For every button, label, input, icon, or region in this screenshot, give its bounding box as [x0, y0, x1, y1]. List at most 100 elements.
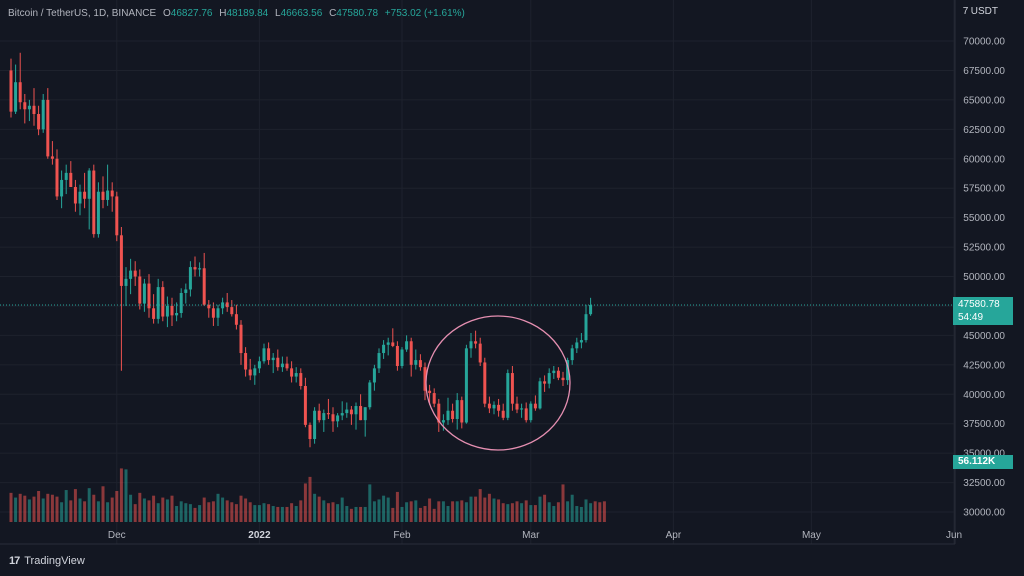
- candle-body: [267, 348, 271, 361]
- price-tick-label: 37500.00: [963, 419, 1005, 430]
- volume-bar: [69, 500, 73, 522]
- volume-bar: [441, 501, 445, 522]
- candle-body: [451, 410, 455, 419]
- volume-bar: [556, 502, 560, 522]
- volume-bar: [221, 497, 225, 522]
- candle-body: [152, 308, 156, 319]
- volume-bar: [322, 500, 326, 522]
- candle-body: [271, 357, 275, 361]
- volume-bar: [474, 496, 478, 522]
- volume-bar: [584, 499, 588, 522]
- volume-bar: [60, 502, 64, 522]
- volume-bar: [225, 500, 229, 522]
- candle-body: [87, 170, 91, 199]
- volume-bar: [46, 493, 50, 522]
- tradingview-brand[interactable]: 17 TradingView: [9, 555, 85, 567]
- currency-button[interactable]: USDT: [970, 6, 998, 17]
- volume-bar: [184, 503, 188, 522]
- candle-body: [46, 99, 50, 157]
- volume-bar: [152, 495, 156, 522]
- candle-body: [455, 400, 459, 419]
- volume-bar: [464, 502, 468, 522]
- time-tick-label: May: [802, 530, 821, 541]
- volume-bar: [593, 501, 597, 522]
- price-axis[interactable]: 30000.00 32500.00 35000.00 37500.00 40000.00…: [963, 37, 1005, 519]
- candle-body: [497, 404, 501, 411]
- low-label: L: [275, 8, 281, 19]
- candle-body: [110, 190, 114, 197]
- volume-bar: [487, 493, 491, 522]
- volume-tag: 56.112K: [953, 455, 1013, 469]
- volume-bar: [349, 508, 353, 522]
- volume-bar: [96, 501, 100, 522]
- candle-body: [14, 82, 18, 112]
- price-tick-label: 62500.00: [963, 125, 1005, 136]
- volume-bar: [478, 489, 482, 522]
- volume-bar: [239, 495, 243, 522]
- volume-bar: [428, 498, 432, 522]
- candle-body: [138, 276, 142, 304]
- volume-bar: [129, 494, 133, 522]
- candle-body: [405, 341, 409, 350]
- candle-body: [290, 368, 294, 377]
- candle-body: [547, 373, 551, 384]
- time-tick-label: Jun: [946, 530, 962, 541]
- volume-bar: [533, 505, 537, 522]
- volume-bar: [497, 499, 501, 522]
- price-tick-label: 70000.00: [963, 37, 1005, 48]
- volume-bar: [368, 484, 372, 522]
- candle-body: [464, 348, 468, 423]
- time-tick-label: 2022: [248, 530, 271, 541]
- annotation-ellipse[interactable]: [425, 315, 571, 451]
- candle-body: [83, 191, 87, 199]
- currency-selector[interactable]: 7 USDT: [963, 6, 998, 17]
- volume-bar: [313, 493, 317, 522]
- candle-body: [27, 105, 31, 110]
- candle-body: [299, 373, 303, 387]
- candle-body: [41, 99, 45, 130]
- volume-bar: [32, 496, 36, 522]
- candle-body: [359, 406, 363, 421]
- volume-bar: [432, 508, 436, 522]
- candle-body: [566, 360, 570, 381]
- volume-bar: [547, 502, 551, 522]
- candle-body: [50, 156, 54, 159]
- candle-body: [211, 308, 215, 318]
- volume-bar: [602, 501, 606, 522]
- price-tick-label: 42500.00: [963, 360, 1005, 371]
- volume-bar: [395, 491, 399, 522]
- time-axis[interactable]: Dec 2022 Feb Mar Apr May Jun: [108, 530, 962, 541]
- volume-bar: [575, 506, 579, 522]
- volume-bar: [299, 500, 303, 522]
- corner-glyph: 7: [962, 6, 969, 17]
- volume-bar: [529, 505, 533, 522]
- candle-body: [579, 340, 583, 343]
- candle-body: [317, 410, 321, 421]
- volume-bar: [326, 503, 330, 522]
- volume-bar: [115, 490, 119, 522]
- candle-body: [423, 367, 427, 391]
- symbol-title[interactable]: Bitcoin / TetherUS, 1D, BINANCE: [8, 8, 157, 19]
- volume-bar: [386, 497, 390, 522]
- candle-body: [73, 187, 77, 204]
- volume-bar: [83, 501, 87, 522]
- tradingview-logo-icon: 17: [9, 555, 20, 567]
- candle-body: [552, 370, 556, 374]
- candle-body: [418, 360, 422, 368]
- volume-bar: [409, 501, 413, 522]
- volume-bar: [280, 506, 284, 522]
- candle-body: [216, 308, 220, 318]
- candle-body: [538, 381, 542, 409]
- candle-body: [460, 400, 464, 423]
- volume-bar: [317, 496, 321, 522]
- candle-body: [487, 403, 491, 409]
- volume-bar: [345, 506, 349, 522]
- candle-body: [474, 341, 478, 344]
- volume-bar: [354, 506, 358, 522]
- candle-body: [533, 403, 537, 409]
- time-tick-label: Mar: [522, 530, 540, 541]
- price-tick-label: 52500.00: [963, 243, 1005, 254]
- close-value: 47580.78: [336, 8, 379, 19]
- candle-body: [400, 349, 404, 366]
